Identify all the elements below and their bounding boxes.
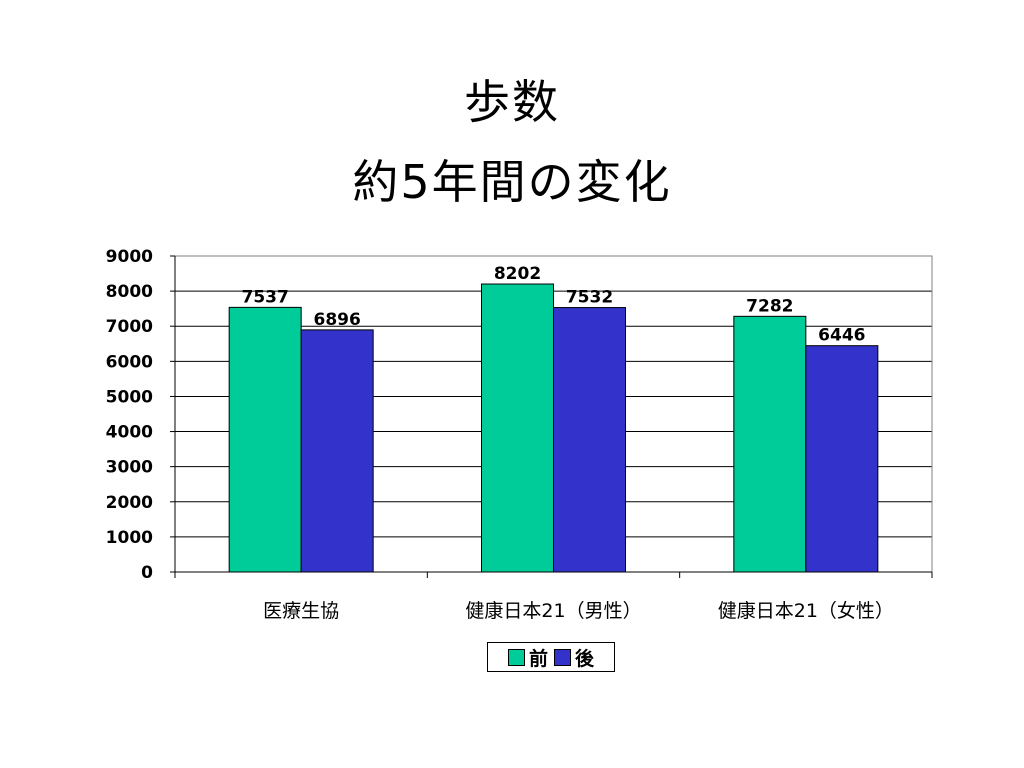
data-label: 7532: [566, 288, 613, 308]
legend: 前後: [487, 642, 615, 672]
y-tick-label: 3000: [106, 458, 153, 478]
legend-swatch: [554, 648, 571, 666]
bar: [481, 283, 554, 573]
legend-label: 後: [575, 647, 595, 670]
title-line-1: 歩数: [464, 75, 560, 129]
bar: [733, 315, 807, 573]
chart-title: 歩数 約5年間の変化: [0, 62, 1024, 222]
data-label: 7537: [242, 287, 289, 307]
legend-label: 前: [528, 647, 548, 670]
y-tick-label: 8000: [106, 282, 153, 302]
y-tick-label: 2000: [106, 493, 153, 513]
category-label: 健康日本21（男性）: [465, 600, 641, 622]
data-label: 7282: [746, 296, 793, 316]
data-label: 8202: [494, 264, 541, 284]
bar: [553, 307, 626, 573]
y-tick-label: 0: [141, 563, 153, 583]
y-tick-label: 7000: [106, 317, 153, 337]
data-label: 6446: [818, 326, 865, 346]
y-tick-label: 9000: [106, 247, 153, 267]
y-tick-label: 1000: [106, 528, 153, 548]
bar: [300, 329, 374, 573]
legend-item: 前: [507, 644, 548, 671]
y-tick-label: 6000: [106, 352, 153, 372]
bar: [228, 306, 302, 573]
legend-item: 後: [554, 644, 594, 671]
category-label: 健康日本21（女性）: [718, 600, 894, 622]
title-line-2: 約5年間の変化: [352, 155, 672, 209]
bar: [805, 345, 879, 573]
category-label: 医療生協: [263, 600, 339, 622]
y-tick-label: 5000: [106, 387, 153, 407]
legend-swatch: [507, 648, 525, 666]
data-label: 6896: [314, 310, 361, 330]
y-tick-label: 4000: [106, 423, 153, 443]
